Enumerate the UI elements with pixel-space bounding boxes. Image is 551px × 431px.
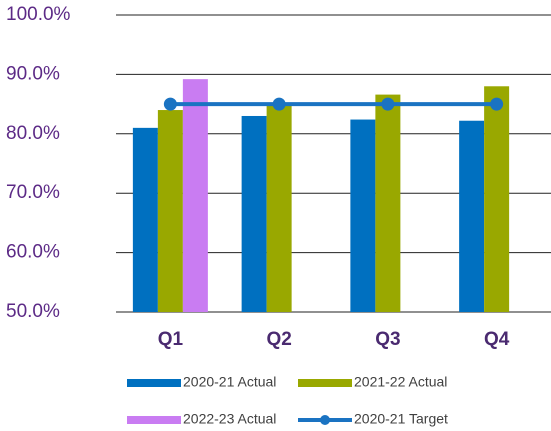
legend-swatch [127, 416, 181, 424]
legend-label: 2021-22 Actual [354, 374, 447, 390]
y-tick-label: 100.0% [6, 4, 71, 25]
legend-label: 2022-23 Actual [183, 411, 276, 427]
bar [157, 110, 183, 312]
legend-swatch [298, 379, 352, 387]
legend-swatch [127, 379, 181, 387]
line-marker [163, 97, 177, 111]
bar [459, 120, 485, 313]
line-marker [381, 97, 395, 111]
y-tick-label: 70.0% [6, 182, 60, 203]
bar [375, 94, 401, 312]
y-tick-label: 80.0% [6, 123, 60, 144]
x-tick-label: Q4 [484, 329, 510, 350]
bar [350, 119, 376, 312]
y-tick-label: 60.0% [6, 242, 60, 263]
x-tick-label: Q3 [375, 329, 400, 350]
bar [484, 86, 510, 312]
y-tick-label: 90.0% [6, 63, 60, 84]
bar [132, 127, 158, 312]
legend-swatch [320, 415, 330, 425]
y-tick-label: 50.0% [6, 301, 60, 322]
x-tick-label: Q1 [158, 329, 184, 350]
bar [266, 104, 292, 312]
line-marker [272, 97, 286, 111]
x-tick-label: Q2 [266, 329, 291, 350]
legend-label: 2020-21 Target [354, 411, 448, 427]
bar [182, 79, 208, 312]
line-marker [490, 97, 504, 111]
legend-label: 2020-21 Actual [183, 374, 276, 390]
bar [241, 115, 267, 312]
